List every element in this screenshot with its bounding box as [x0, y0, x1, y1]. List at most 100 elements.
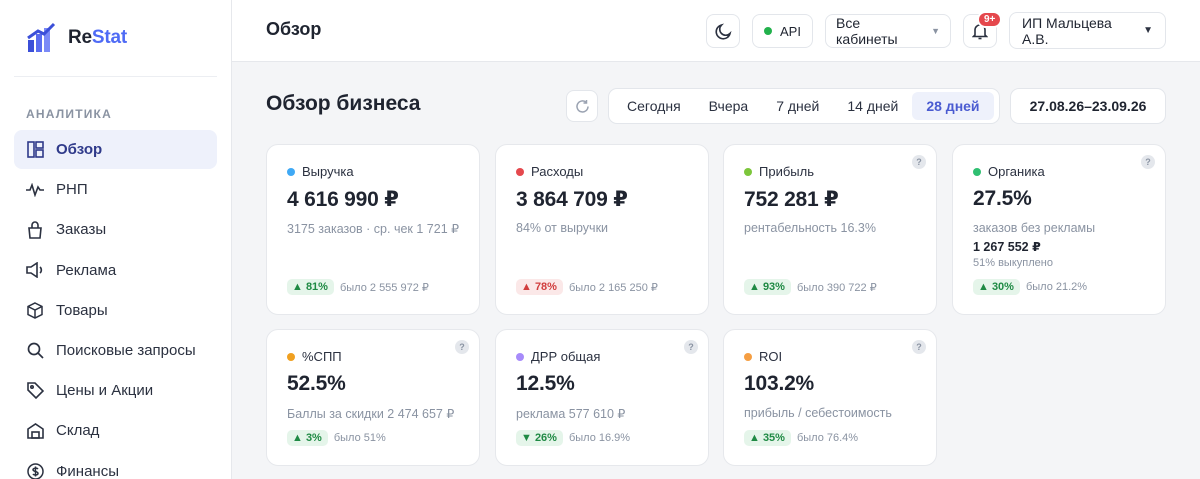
period-7-days[interactable]: 7 дней [776, 98, 820, 114]
kpi-subtitle: Баллы за скидки 2 474 657 ₽ [287, 407, 455, 421]
help-icon[interactable]: ? [912, 155, 926, 169]
kpi-subtitle: заказов без рекламы [973, 221, 1096, 235]
kpi-title: %СПП [302, 349, 342, 364]
dashboard-icon [26, 141, 44, 159]
kpi-value: 103.2% [744, 372, 815, 395]
period-28-days[interactable]: 28 дней [912, 92, 994, 120]
sidebar-item-overview[interactable]: Обзор [14, 130, 217, 169]
dollar-icon [26, 462, 44, 479]
sidebar-nav: Обзор РНП Заказы Реклама Товары Поисковы… [14, 130, 217, 479]
api-button[interactable]: API [752, 14, 813, 48]
sidebar: ReStat АНАЛИТИКА Обзор РНП Заказы Реклам… [0, 0, 232, 479]
series-dot [744, 167, 752, 176]
kpi-buyout: 51% выкуплено [973, 257, 1053, 269]
cabinet-select-value: Все кабинеты [836, 15, 898, 47]
cabinet-select[interactable]: Все кабинеты ▼ [825, 14, 951, 48]
kpi-change-chip: ▲ 78% [516, 279, 563, 295]
kpi-previous: было 21.2% [1025, 281, 1088, 293]
chevron-down-icon: ▼ [1143, 25, 1153, 36]
kpi-title: Расходы [531, 164, 584, 179]
sidebar-item-prices[interactable]: Цены и Акции [14, 371, 217, 410]
kpi-card-revenue[interactable]: Выручка 4 616 990 ₽ 3175 заказов · ср. ч… [266, 144, 480, 315]
kpi-subtitle: 84% от выручки [516, 221, 609, 235]
sidebar-divider [14, 76, 217, 77]
theme-toggle-button[interactable] [706, 14, 740, 48]
kpi-previous: было 16.9% [568, 432, 631, 444]
sidebar-item-label: Поисковые запросы [56, 341, 196, 359]
bag-icon [26, 221, 44, 239]
sidebar-item-label: Финансы [56, 462, 119, 479]
sidebar-item-label: РНП [56, 181, 88, 199]
series-dot [287, 352, 295, 361]
help-icon[interactable]: ? [684, 340, 698, 354]
sidebar-item-label: Заказы [56, 221, 107, 239]
series-dot [973, 167, 981, 176]
kpi-card-roi[interactable]: ? ROI 103.2% прибыль / себестоимость ▲ 3… [723, 329, 937, 466]
kpi-title: Прибыль [759, 164, 814, 179]
api-label: API [780, 23, 801, 39]
sidebar-item-label: Товары [56, 301, 108, 319]
kpi-card-organic[interactable]: ? Органика 27.5% заказов без рекламы 1 2… [952, 144, 1166, 315]
series-dot [287, 167, 295, 176]
kpi-subtitle: прибыль / себестоимость [744, 406, 892, 420]
topbar: Обзор API Все кабинеты ▼ 9+ ИП Мальцева … [232, 0, 1200, 62]
period-selector: Сегодня Вчера 7 дней 14 дней 28 дней [608, 88, 1000, 124]
megaphone-icon [26, 261, 44, 279]
sidebar-item-label: Цены и Акции [56, 382, 154, 400]
sidebar-section-title: АНАЛИТИКА [26, 107, 112, 121]
kpi-title: Органика [988, 164, 1045, 179]
help-icon[interactable]: ? [1141, 155, 1155, 169]
kpi-value: 12.5% [516, 372, 575, 395]
kpi-title: Выручка [302, 164, 354, 179]
date-range-picker[interactable]: 27.08.26–23.09.26 [1010, 88, 1166, 124]
user-menu-button[interactable]: ИП Мальцева А.В. ▼ [1009, 12, 1166, 49]
help-icon[interactable]: ? [912, 340, 926, 354]
sidebar-item-rnp[interactable]: РНП [14, 170, 217, 209]
kpi-value: 4 616 990 ₽ [287, 188, 399, 211]
logo[interactable]: ReStat [26, 22, 127, 54]
sidebar-item-ads[interactable]: Реклама [14, 251, 217, 290]
api-status-dot [764, 27, 773, 35]
kpi-subtitle: реклама 577 610 ₽ [516, 407, 626, 421]
kpi-card-expenses[interactable]: Расходы 3 864 709 ₽ 84% от выручки ▲ 78%… [495, 144, 709, 315]
kpi-card-drr[interactable]: ? ДРР общая 12.5% реклама 577 610 ₽ ▼ 26… [495, 329, 709, 466]
notification-badge: 9+ [977, 11, 1003, 28]
period-14-days[interactable]: 14 дней [847, 98, 899, 114]
kpi-value: 752 281 ₽ [744, 188, 839, 211]
sidebar-item-search-queries[interactable]: Поисковые запросы [14, 331, 217, 370]
kpi-change-chip: ▲ 3% [287, 430, 328, 446]
kpi-subtitle: рентабельность 16.3% [744, 221, 876, 235]
help-icon[interactable]: ? [455, 340, 469, 354]
kpi-card-spp[interactable]: ? %СПП 52.5% Баллы за скидки 2 474 657 ₽… [266, 329, 480, 466]
pulse-icon [26, 181, 44, 199]
period-yesterday[interactable]: Вчера [708, 98, 749, 114]
kpi-change-chip: ▼ 26% [516, 430, 563, 446]
period-today[interactable]: Сегодня [627, 98, 681, 114]
sidebar-item-products[interactable]: Товары [14, 291, 217, 330]
kpi-title: ДРР общая [531, 349, 601, 364]
sidebar-item-label: Реклама [56, 261, 117, 279]
kpi-card-profit[interactable]: ? Прибыль 752 281 ₽ рентабельность 16.3%… [723, 144, 937, 315]
sidebar-item-label: Склад [56, 422, 100, 440]
kpi-previous: было 390 722 ₽ [796, 281, 877, 294]
sidebar-item-label: Обзор [56, 141, 103, 158]
box-icon [26, 301, 44, 319]
kpi-change-chip: ▲ 30% [973, 279, 1020, 295]
user-name: ИП Мальцева А.В. [1022, 14, 1112, 47]
kpi-title: ROI [759, 349, 783, 364]
sidebar-item-finance[interactable]: Финансы [14, 452, 217, 479]
kpi-change-chip: ▲ 93% [744, 279, 791, 295]
kpi-value: 52.5% [287, 372, 346, 395]
series-dot [744, 352, 752, 361]
kpi-previous: было 51% [333, 432, 386, 444]
sidebar-item-orders[interactable]: Заказы [14, 210, 217, 249]
series-dot [516, 352, 524, 361]
kpi-value: 27.5% [973, 187, 1032, 210]
sidebar-item-warehouse[interactable]: Склад [14, 411, 217, 450]
refresh-button[interactable] [566, 90, 598, 122]
search-icon [26, 341, 44, 359]
logo-bars-icon [27, 22, 56, 52]
chevron-down-icon: ▼ [931, 26, 940, 36]
page-title: Обзор [266, 19, 322, 39]
moon-icon [714, 23, 731, 40]
